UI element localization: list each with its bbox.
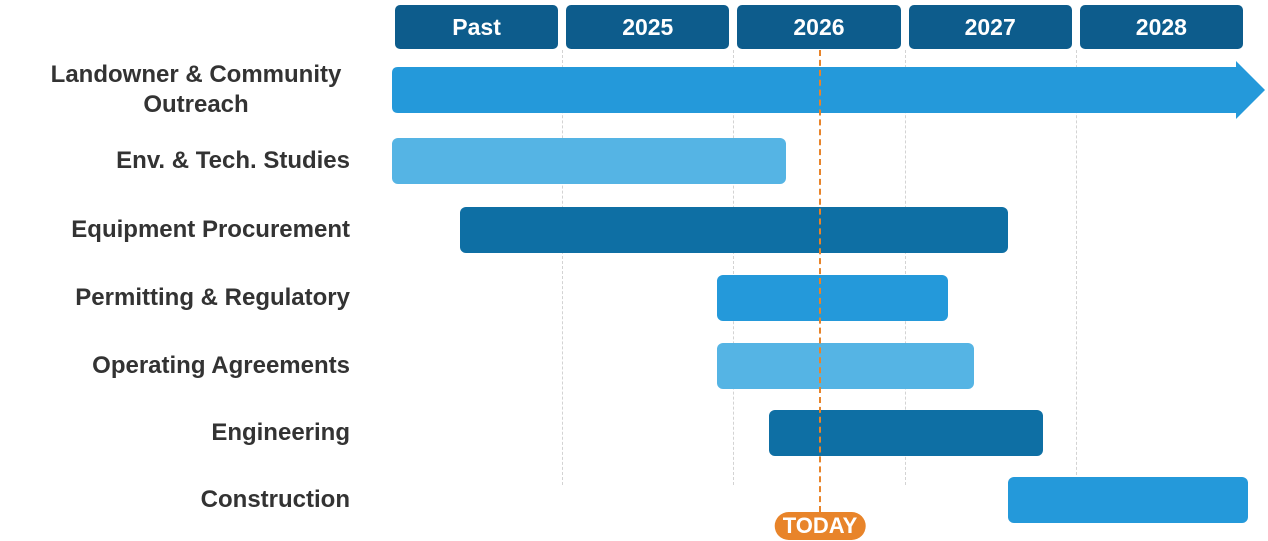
grid-line (904, 50, 906, 485)
task-label: Permitting & Regulatory (75, 284, 350, 311)
x-tick-label: Past (395, 5, 559, 49)
today-label: TODAY (774, 512, 866, 540)
today-line (819, 50, 821, 512)
bar (1008, 477, 1248, 523)
x-tick-label: 2025 (566, 5, 730, 49)
task-label: Landowner & Community Outreach (50, 61, 342, 118)
task-label: Construction (200, 486, 350, 513)
bar (460, 207, 1009, 253)
x-tick-label: 2028 (1079, 5, 1243, 49)
grid-line (562, 50, 564, 485)
x-tick-label: 2026 (737, 5, 901, 49)
bar (768, 410, 1043, 456)
task-label: Env. & Tech. Studies (116, 147, 350, 174)
task-label: Engineering (211, 419, 350, 446)
grid-line (1075, 50, 1077, 485)
bar (717, 343, 975, 389)
grid-line (733, 50, 735, 485)
x-tick-label: 2027 (908, 5, 1072, 49)
bar (717, 275, 949, 321)
task-label: Operating Agreements (92, 352, 350, 379)
bar (392, 61, 1265, 119)
bar (392, 138, 786, 184)
task-label: Equipment Procurement (71, 216, 350, 243)
